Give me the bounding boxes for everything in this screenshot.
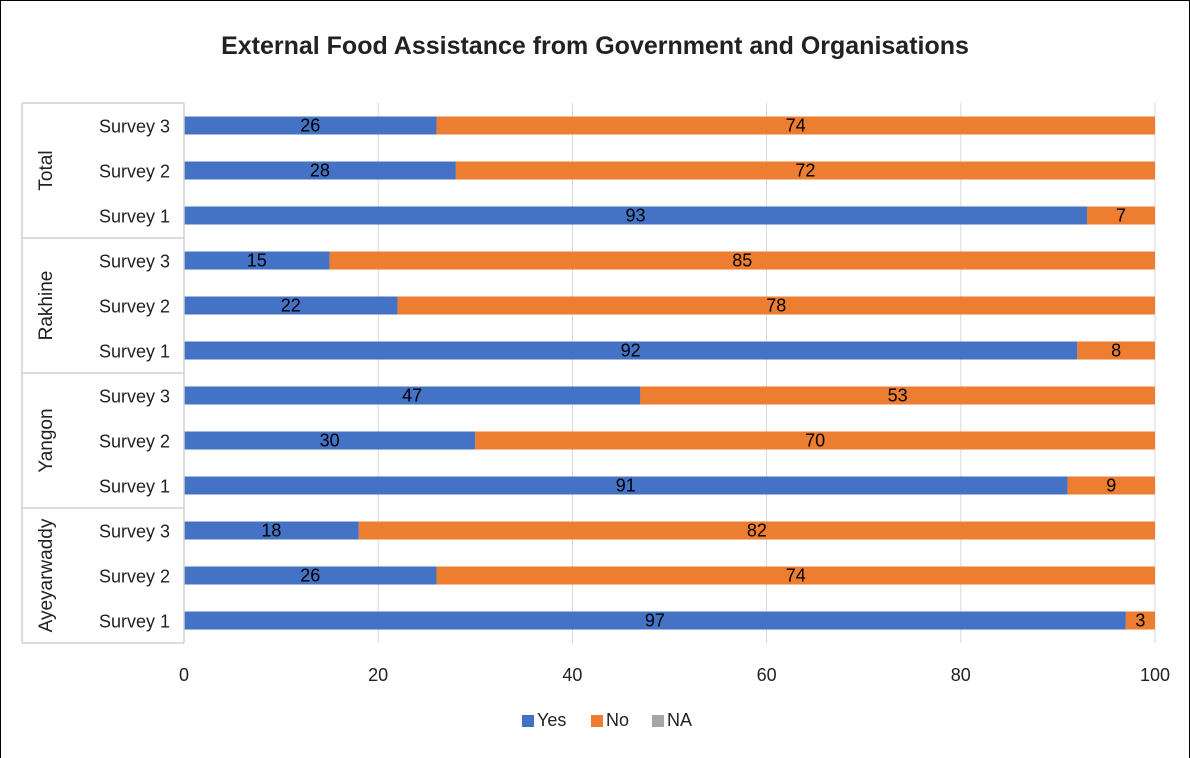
bar-no [1125, 611, 1155, 630]
bar-no [1067, 476, 1155, 495]
data-label-yes: 22 [281, 296, 301, 316]
x-tick-label: 60 [757, 665, 777, 685]
bar-no [397, 296, 1155, 315]
legend-swatch [522, 715, 534, 727]
bar-yes [184, 206, 1088, 225]
bar-no [358, 521, 1155, 540]
data-label-no: 70 [805, 431, 825, 451]
group-label: Yangon [36, 408, 57, 472]
x-tick-label: 80 [951, 665, 971, 685]
category-label: Survey 1 [99, 477, 170, 497]
bar-no [475, 431, 1155, 450]
data-label-no: 53 [888, 386, 908, 406]
bar-yes [184, 251, 330, 270]
data-label-yes: 30 [320, 431, 340, 451]
x-tick-label: 0 [179, 665, 189, 685]
bar-no [329, 251, 1155, 270]
data-label-yes: 18 [261, 521, 281, 541]
category-label: Survey 3 [99, 387, 170, 407]
bar-no [640, 386, 1155, 405]
data-label-yes: 91 [616, 476, 636, 496]
category-label: Survey 1 [99, 612, 170, 632]
category-label: Survey 2 [99, 567, 170, 587]
category-label: Survey 2 [99, 162, 170, 182]
bar-yes [184, 161, 456, 180]
data-label-no: 8 [1111, 341, 1121, 361]
data-label-yes: 97 [645, 611, 665, 631]
x-tick-label: 40 [562, 665, 582, 685]
bar-yes [184, 431, 476, 450]
group-label: Rakhine [36, 271, 57, 341]
bar-yes [184, 341, 1078, 360]
bar-no [1077, 341, 1155, 360]
group-label: Ayeyarwaddy [36, 518, 57, 632]
data-label-no: 3 [1135, 611, 1145, 631]
data-label-yes: 47 [402, 386, 422, 406]
bar-no [436, 566, 1156, 585]
bar-yes [184, 521, 359, 540]
bar-yes [184, 566, 437, 585]
data-label-no: 74 [786, 116, 806, 136]
legend-swatch [652, 715, 664, 727]
data-label-yes: 26 [300, 566, 320, 586]
bar-yes [184, 386, 641, 405]
data-label-yes: 93 [625, 206, 645, 226]
category-label: Survey 1 [99, 342, 170, 362]
bar-no [455, 161, 1155, 180]
bar-yes [184, 116, 437, 135]
bar-yes [184, 476, 1068, 495]
data-label-yes: 92 [621, 341, 641, 361]
data-label-no: 85 [732, 251, 752, 271]
bar-no [1087, 206, 1155, 225]
bar-no [436, 116, 1156, 135]
legend-label: Yes [537, 710, 566, 730]
chart-title: External Food Assistance from Government… [221, 32, 969, 60]
bar-yes [184, 611, 1126, 630]
category-label: Survey 2 [99, 432, 170, 452]
data-label-yes: 26 [300, 116, 320, 136]
data-label-no: 74 [786, 566, 806, 586]
bar-yes [184, 296, 398, 315]
data-label-yes: 28 [310, 161, 330, 181]
category-label: Survey 3 [99, 522, 170, 542]
legend-label: No [606, 710, 629, 730]
group-label: Total [36, 150, 57, 190]
x-tick-label: 100 [1140, 665, 1170, 685]
category-label: Survey 1 [99, 207, 170, 227]
data-label-no: 82 [747, 521, 767, 541]
category-label: Survey 3 [99, 252, 170, 272]
data-label-no: 72 [795, 161, 815, 181]
data-label-no: 9 [1106, 476, 1116, 496]
data-label-yes: 15 [247, 251, 267, 271]
data-label-no: 7 [1116, 206, 1126, 226]
legend-swatch [591, 715, 603, 727]
legend-label: NA [667, 710, 692, 730]
category-label: Survey 3 [99, 117, 170, 137]
x-tick-label: 20 [368, 665, 388, 685]
data-label-no: 78 [766, 296, 786, 316]
category-label: Survey 2 [99, 297, 170, 317]
